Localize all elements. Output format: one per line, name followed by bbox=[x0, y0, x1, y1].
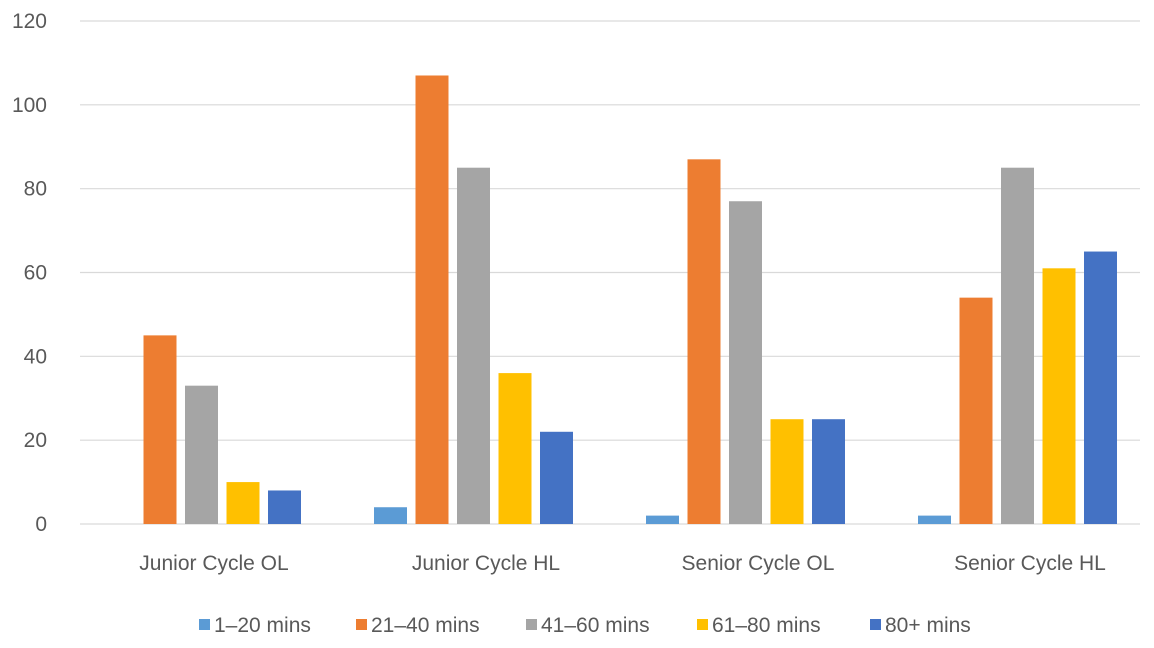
bar bbox=[540, 431, 573, 524]
legend-label: 80+ mins bbox=[885, 614, 971, 637]
legend-item: 80+ mins bbox=[870, 614, 971, 637]
y-tick-label: 0 bbox=[35, 513, 47, 536]
y-axis-ticks: 0 20 40 60 80 100 120 bbox=[12, 10, 47, 536]
bar bbox=[226, 482, 260, 524]
legend-item: 41–60 mins bbox=[526, 614, 650, 637]
legend-item: 61–80 mins bbox=[697, 614, 821, 637]
bar bbox=[959, 297, 993, 524]
y-tick-label: 100 bbox=[12, 94, 47, 117]
bar bbox=[646, 515, 679, 524]
legend-label: 21–40 mins bbox=[371, 614, 480, 637]
bar bbox=[1084, 251, 1117, 524]
y-tick-label: 40 bbox=[24, 345, 47, 368]
legend-swatch bbox=[356, 619, 367, 630]
legend-item: 1–20 mins bbox=[199, 614, 311, 637]
y-tick-label: 120 bbox=[12, 10, 47, 33]
bar bbox=[143, 335, 177, 524]
bar bbox=[498, 373, 532, 524]
x-tick-label: Senior Cycle OL bbox=[682, 552, 835, 575]
bar bbox=[457, 167, 490, 525]
x-tick-label: Senior Cycle HL bbox=[954, 552, 1106, 575]
bar bbox=[770, 419, 804, 524]
bar bbox=[185, 385, 218, 524]
legend: 1–20 mins 21–40 mins 41–60 mins 61–80 mins 8… bbox=[199, 614, 971, 637]
y-tick-label: 60 bbox=[24, 262, 47, 285]
bar bbox=[687, 159, 721, 524]
x-axis-ticks: Junior Cycle OL Junior Cycle HL Senior Cyc… bbox=[139, 552, 1106, 575]
legend-label: 41–60 mins bbox=[541, 614, 650, 637]
bar bbox=[374, 507, 407, 524]
bar bbox=[1001, 167, 1034, 525]
bar bbox=[918, 515, 951, 524]
legend-label: 61–80 mins bbox=[712, 614, 821, 637]
legend-swatch bbox=[870, 619, 881, 630]
legend-swatch bbox=[526, 619, 537, 630]
legend-swatch bbox=[199, 619, 210, 630]
gridlines bbox=[80, 20, 1140, 525]
legend-swatch bbox=[697, 619, 708, 630]
y-tick-label: 80 bbox=[24, 178, 47, 201]
x-tick-label: Junior Cycle OL bbox=[139, 552, 288, 575]
bar bbox=[812, 419, 845, 524]
bar bbox=[1042, 268, 1076, 524]
bars bbox=[143, 75, 1117, 525]
bar bbox=[268, 490, 301, 524]
legend-item: 21–40 mins bbox=[356, 614, 480, 637]
bar bbox=[729, 201, 762, 524]
legend-label: 1–20 mins bbox=[214, 614, 311, 637]
bar bbox=[415, 75, 449, 524]
x-tick-label: Junior Cycle HL bbox=[412, 552, 560, 575]
y-tick-label: 20 bbox=[24, 429, 47, 452]
